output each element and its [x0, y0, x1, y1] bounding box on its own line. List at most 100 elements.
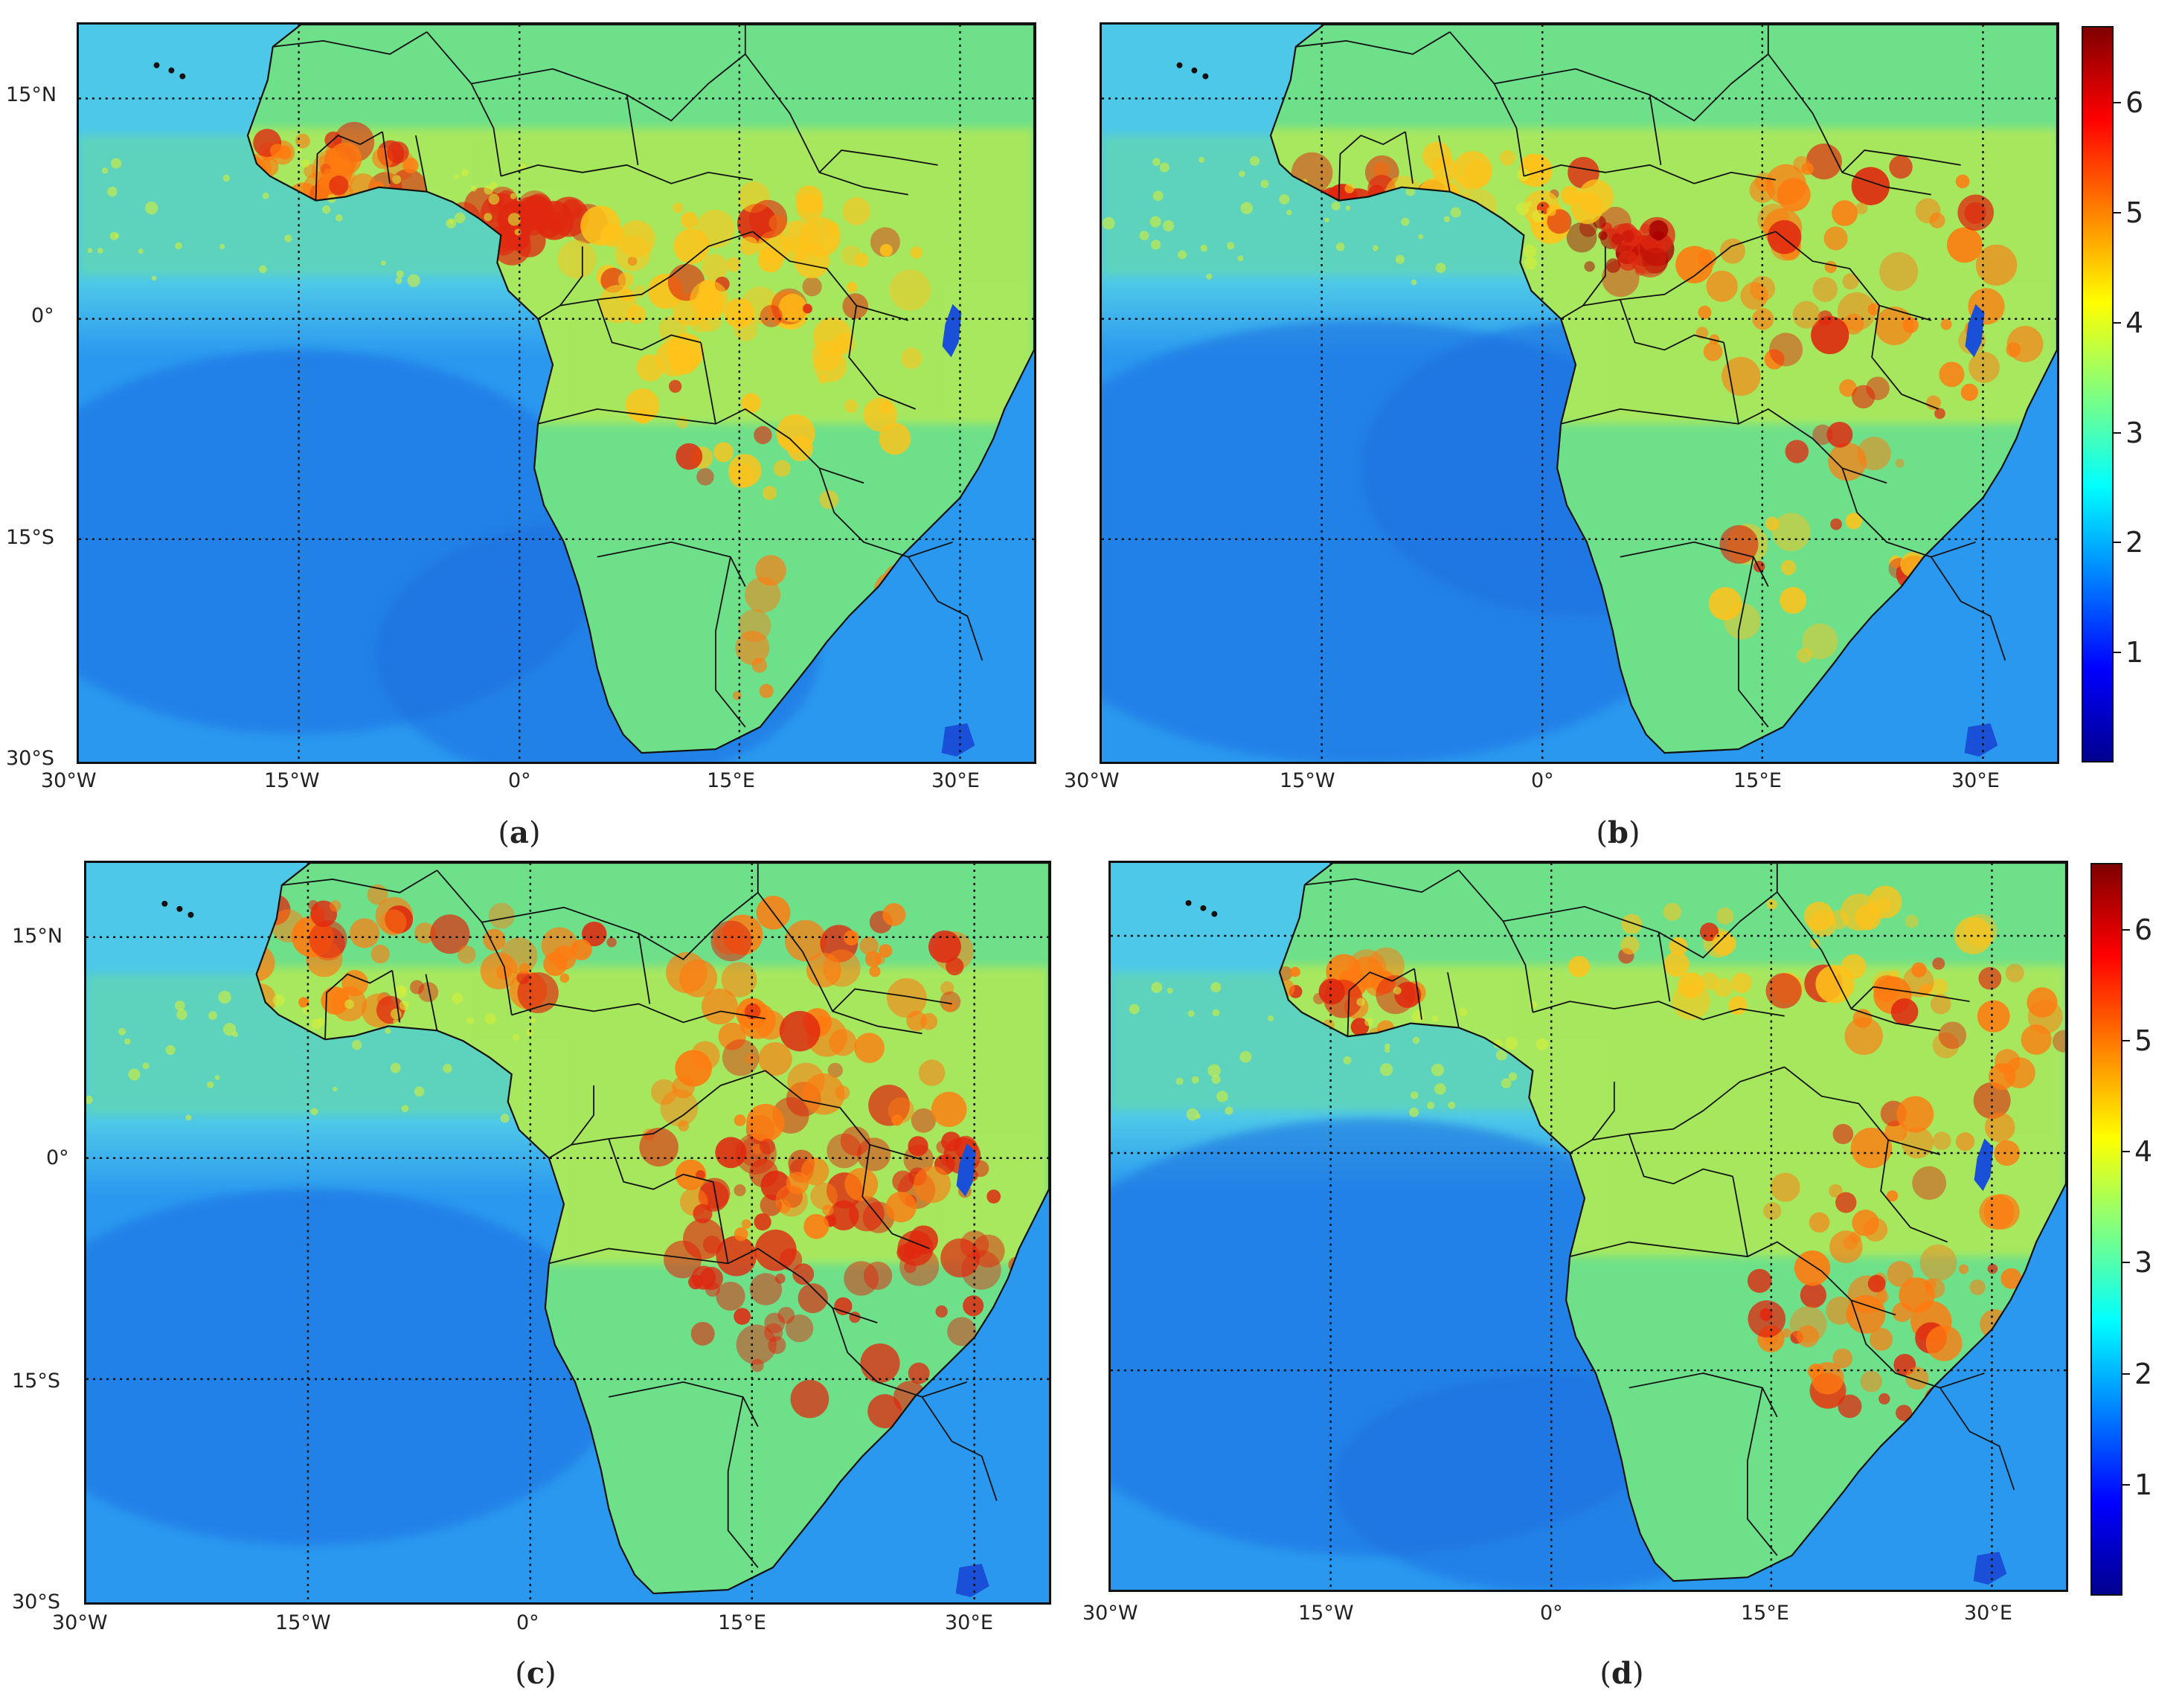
aerosol-spot — [1850, 1127, 1893, 1169]
ocean-speckle — [451, 992, 463, 1005]
ocean-speckle — [1196, 1114, 1201, 1119]
aerosol-spot — [1932, 957, 1945, 970]
aerosol-spot — [810, 1182, 838, 1210]
aerosol-spot — [1803, 902, 1834, 931]
ocean-speckle — [302, 1006, 311, 1015]
lake — [1964, 723, 1998, 757]
aerosol-spot — [832, 333, 855, 355]
aerosol-spot — [842, 196, 871, 225]
ocean-speckle — [214, 1075, 220, 1080]
ocean-speckle — [454, 212, 466, 224]
aerosol-spot — [879, 243, 893, 257]
ocean-speckle — [118, 1027, 126, 1036]
aerosol-spot — [693, 1204, 713, 1224]
ocean-speckle — [1448, 1101, 1456, 1109]
ocean-speckle — [87, 248, 93, 254]
aerosol-spot — [1792, 301, 1820, 329]
aerosol-spot — [751, 657, 767, 673]
country-border — [848, 305, 917, 410]
country-border — [1775, 231, 1932, 321]
ocean-speckle — [1427, 1101, 1435, 1110]
lon-label-0: 0° — [1531, 769, 1554, 792]
ocean-speckle — [185, 1114, 192, 1121]
aerosol-spot — [387, 141, 409, 164]
ocean-speckle — [1411, 279, 1417, 286]
coastline — [1269, 25, 2057, 754]
aerosol-spot — [1830, 518, 1842, 530]
aerosol-spot — [1955, 174, 1970, 189]
aerosol-spot — [1905, 914, 1919, 928]
aerosol-spot — [879, 423, 911, 455]
country-border — [1619, 299, 1724, 351]
ocean-speckle — [1210, 982, 1222, 993]
aerosol-spot — [854, 1033, 885, 1063]
aerosol-spot — [1765, 973, 1802, 1009]
aerosol-spot — [764, 1312, 786, 1334]
ocean-speckle — [470, 185, 478, 192]
map-panel-a — [77, 22, 1036, 764]
lon-label-30w: 30°W — [1064, 769, 1120, 792]
country-border — [281, 870, 437, 893]
aerosol-spot — [402, 157, 419, 173]
aerosol-spot — [702, 988, 738, 1025]
country-border — [752, 231, 909, 321]
aerosol-spot — [1608, 223, 1638, 254]
ocean-speckle — [1225, 1106, 1233, 1115]
ocean-speckle — [466, 1017, 475, 1024]
ocean-speckle — [1411, 1009, 1425, 1023]
island — [161, 900, 168, 907]
aerosol-field-c — [86, 863, 1049, 1602]
country-border — [861, 1144, 930, 1250]
aerosol-spot — [1422, 141, 1452, 171]
aerosol-spot — [746, 1103, 785, 1142]
colorbar-tick-mark — [2122, 1151, 2130, 1153]
aerosol-spot — [846, 281, 858, 293]
aerosol-spot — [272, 909, 306, 943]
aerosol-spot — [935, 1305, 948, 1318]
country-border — [559, 246, 583, 306]
country-border — [1841, 150, 1961, 173]
ocean-speckle — [295, 147, 302, 154]
aerosol-spot — [738, 609, 771, 643]
colorbar-tick-mark — [2122, 1039, 2130, 1041]
country-border — [818, 150, 938, 173]
aerosol-spot — [1890, 998, 1919, 1026]
aerosol-spot — [844, 1261, 879, 1296]
ocean-speckle — [1175, 1077, 1184, 1085]
ocean-speckle — [510, 193, 516, 199]
aerosol-spot — [963, 1295, 984, 1317]
ocean-speckle — [1495, 1049, 1507, 1061]
aerosol-spot — [1703, 341, 1723, 362]
aerosol-spot — [304, 164, 318, 179]
aerosol-spot — [790, 1379, 830, 1419]
ocean-speckle — [1159, 162, 1169, 173]
lat-label-0: 0° — [46, 1146, 69, 1169]
ocean-speckle — [1237, 255, 1244, 262]
country-border — [382, 132, 428, 192]
aerosol-spot — [914, 1166, 951, 1204]
lat-label-30s: 30°S — [6, 747, 54, 770]
aerosol-spot — [1802, 623, 1838, 660]
lon-label-30e: 30°E — [1964, 1602, 2012, 1625]
aerosol-spot — [1938, 1021, 1967, 1049]
aerosol-spot — [1621, 914, 1643, 934]
aerosol-spot — [778, 293, 807, 323]
aerosol-spot — [1845, 513, 1862, 530]
ocean-speckle — [114, 233, 120, 239]
country-border — [1871, 305, 1939, 410]
country-border — [700, 342, 716, 424]
country-border — [471, 54, 746, 122]
aerosol-spot — [295, 133, 310, 149]
country-border — [1841, 468, 1976, 558]
aerosol-spot — [1605, 258, 1621, 273]
aerosol-spot — [734, 1227, 748, 1242]
ocean-speckle — [500, 1114, 510, 1123]
aerosol-spot — [860, 1343, 900, 1383]
aerosol-spot — [1706, 270, 1738, 302]
aerosol-spot — [581, 921, 607, 947]
colorbar-tick-label: 1 — [2125, 636, 2144, 670]
aerosol-spot — [1839, 379, 1857, 397]
ocean-speckle — [322, 205, 331, 214]
aerosol-spot — [625, 388, 660, 423]
aerosol-spot — [1846, 1294, 1886, 1334]
